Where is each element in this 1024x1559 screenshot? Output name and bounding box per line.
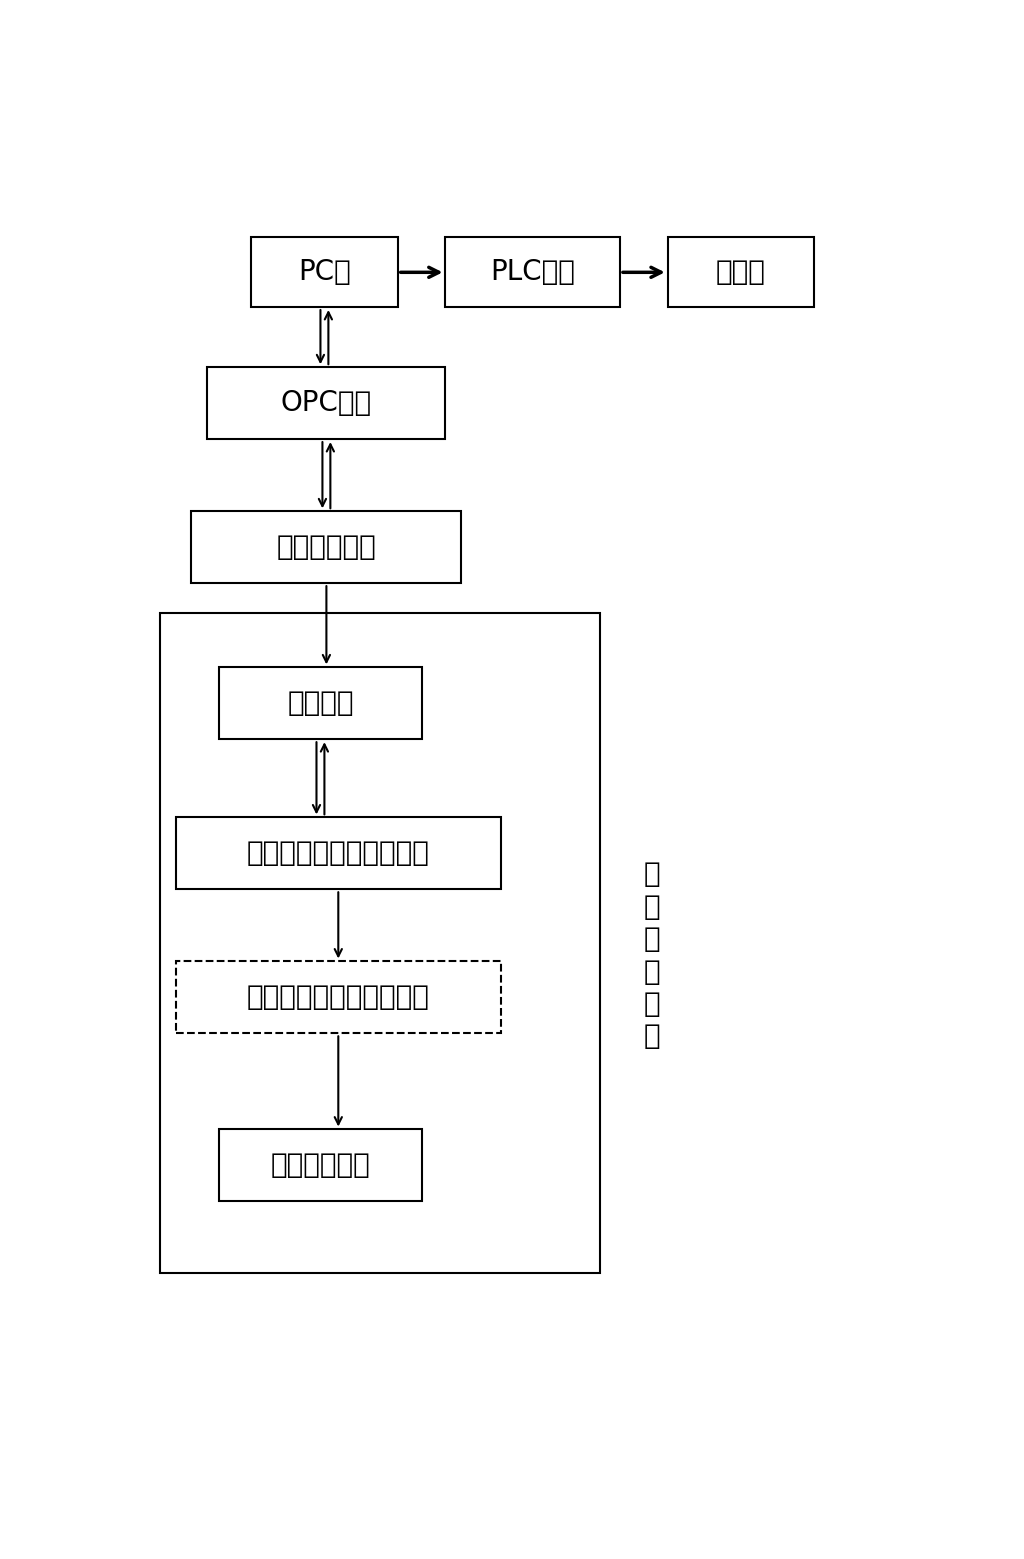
Text: PC机: PC机 (298, 259, 351, 287)
Bar (668, 237, 814, 307)
Bar (176, 817, 501, 889)
Bar (191, 511, 461, 583)
Text: 数据分析与知识推理模块: 数据分析与知识推理模块 (247, 839, 430, 867)
Bar (219, 667, 422, 739)
Bar (445, 237, 621, 307)
Text: 数据存储模块: 数据存储模块 (270, 1152, 371, 1180)
Text: PLC系统: PLC系统 (490, 259, 575, 287)
Text: 通讯模块: 通讯模块 (287, 689, 353, 717)
Bar (176, 962, 501, 1034)
Text: 神经网络的模糊控制方法: 神经网络的模糊控制方法 (247, 984, 430, 1012)
Bar (219, 1129, 422, 1202)
Bar (160, 613, 600, 1274)
Text: 数
据
分
析
系
统: 数 据 分 析 系 统 (643, 861, 660, 1051)
Text: 温度采集系统: 温度采集系统 (276, 533, 376, 561)
Text: OPC通讯: OPC通讯 (281, 390, 372, 418)
Bar (251, 237, 397, 307)
Text: 连铸机: 连铸机 (716, 259, 766, 287)
Bar (207, 366, 445, 440)
